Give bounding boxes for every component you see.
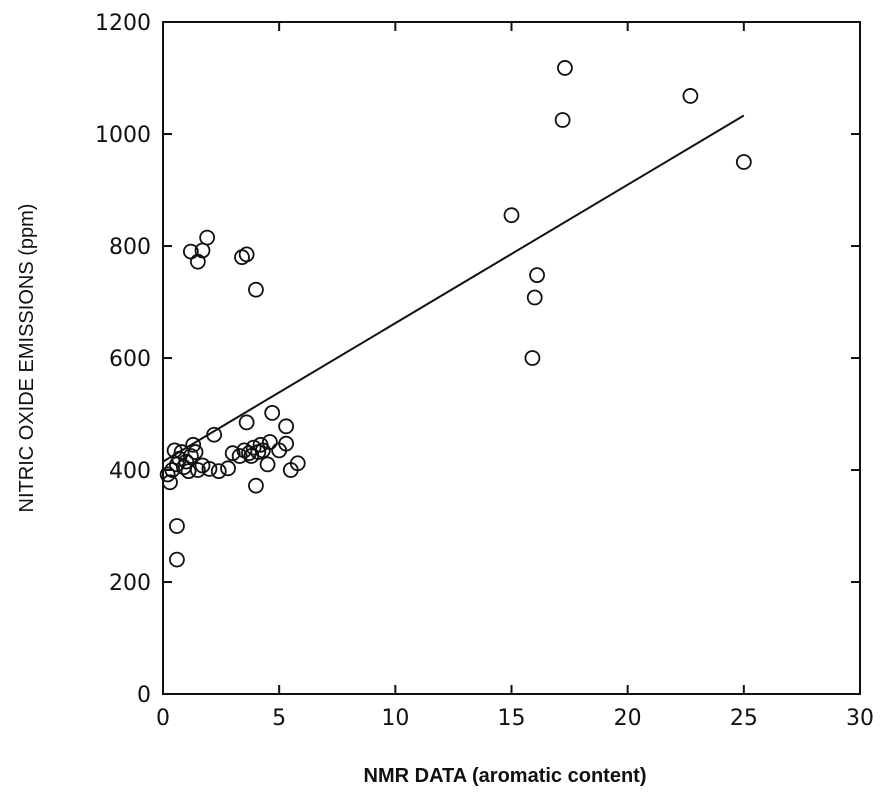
data-point bbox=[248, 281, 264, 298]
plot-frame bbox=[162, 21, 861, 695]
data-point bbox=[245, 439, 262, 456]
data-point bbox=[259, 456, 276, 473]
data-point bbox=[261, 434, 278, 450]
data-point bbox=[180, 463, 197, 480]
data-point bbox=[503, 207, 520, 224]
x-tick-label: 25 bbox=[730, 706, 758, 731]
data-point bbox=[206, 426, 223, 443]
data-point bbox=[238, 246, 255, 263]
regression-line bbox=[162, 114, 745, 463]
data-point bbox=[169, 518, 185, 534]
data-point bbox=[554, 112, 571, 128]
y-tick-label: 400 bbox=[109, 459, 151, 484]
x-tick-label: 30 bbox=[846, 706, 874, 731]
y-axis-title: NITRIC OXIDE EMISSIONS (ppm) bbox=[16, 204, 38, 513]
y-tick-label: 1000 bbox=[95, 123, 151, 148]
data-point bbox=[182, 448, 199, 464]
data-point bbox=[185, 436, 202, 453]
y-tick-label: 0 bbox=[137, 683, 151, 708]
y-tick-label: 800 bbox=[109, 235, 151, 260]
data-point bbox=[210, 463, 227, 480]
data-point bbox=[169, 551, 185, 568]
data-point bbox=[238, 414, 255, 431]
x-tick-label: 15 bbox=[498, 706, 526, 731]
plot-frame-group bbox=[162, 21, 861, 695]
y-tick-label: 200 bbox=[109, 571, 151, 596]
data-point bbox=[682, 88, 699, 104]
x-tick-labels: 0 5 10 15 20 25 30 bbox=[156, 706, 874, 731]
data-point bbox=[278, 418, 295, 435]
y-tick-label: 1200 bbox=[95, 11, 151, 36]
data-points bbox=[159, 60, 752, 568]
data-point bbox=[199, 229, 216, 246]
data-point bbox=[220, 460, 236, 477]
y-tick-label: 600 bbox=[109, 347, 151, 372]
x-tick-label: 10 bbox=[381, 706, 409, 731]
data-point bbox=[164, 462, 181, 478]
x-tick-label: 0 bbox=[156, 706, 170, 731]
data-point bbox=[201, 460, 218, 477]
data-point bbox=[524, 350, 541, 366]
data-point bbox=[526, 289, 543, 306]
data-point bbox=[529, 267, 545, 284]
data-point bbox=[159, 466, 176, 483]
data-point bbox=[289, 455, 306, 472]
data-point bbox=[278, 435, 295, 452]
data-point bbox=[162, 474, 178, 491]
data-point bbox=[187, 444, 204, 460]
data-point bbox=[189, 462, 206, 478]
data-point bbox=[264, 404, 281, 421]
data-point bbox=[557, 60, 573, 76]
x-tick-label: 20 bbox=[614, 706, 642, 731]
x-tick-label: 5 bbox=[272, 706, 286, 731]
data-point bbox=[735, 154, 752, 170]
y-tick-labels: 0 200 400 600 800 1000 1200 bbox=[95, 11, 151, 708]
data-point bbox=[224, 445, 241, 462]
data-point bbox=[231, 448, 248, 464]
data-point bbox=[171, 450, 188, 467]
x-axis-title: NMR DATA (aromatic content) bbox=[364, 765, 647, 787]
axis-ticks bbox=[162, 21, 861, 695]
regression-line-group bbox=[162, 114, 745, 463]
data-point bbox=[248, 477, 264, 494]
data-point bbox=[178, 453, 195, 470]
